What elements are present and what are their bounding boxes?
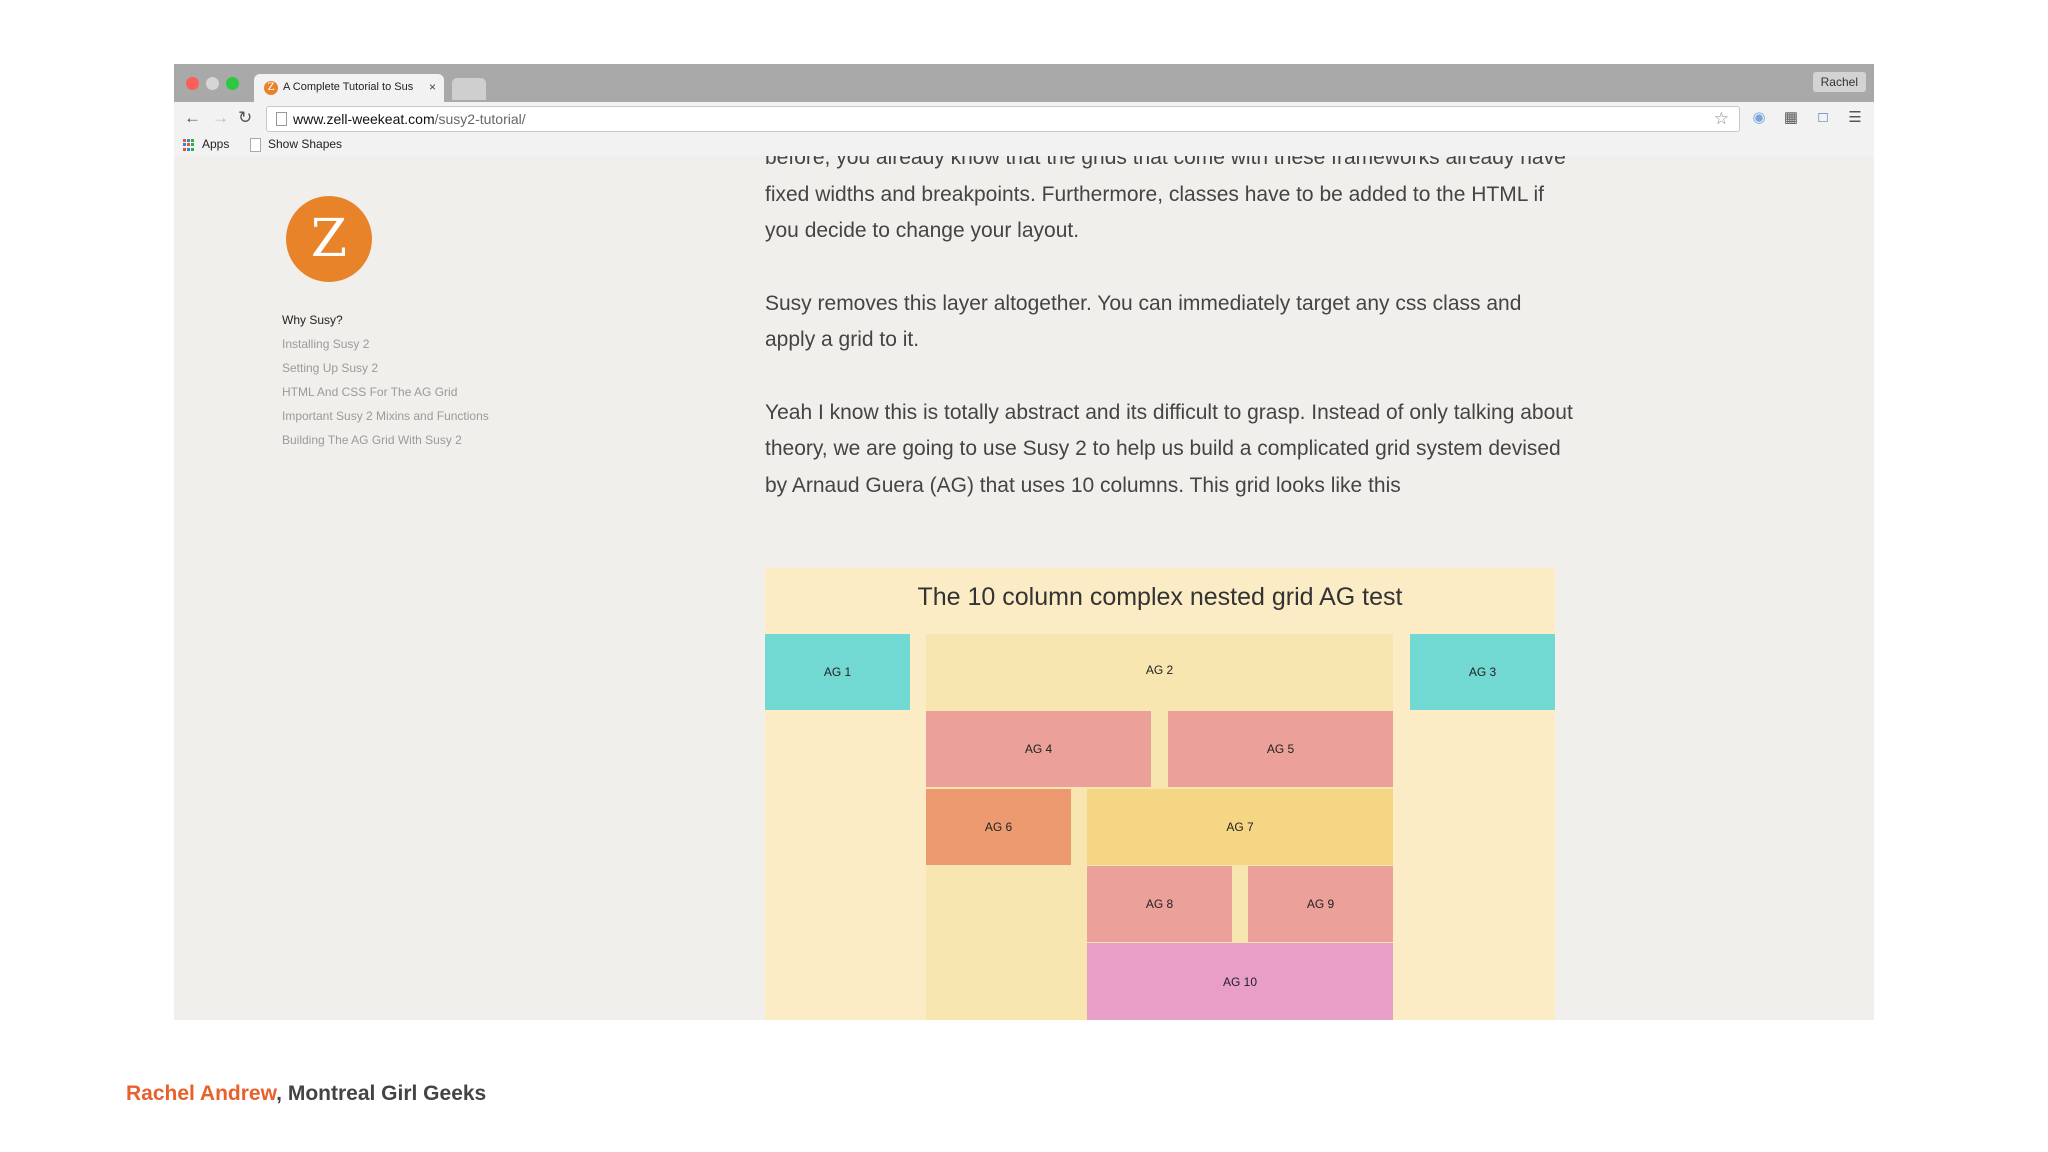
ag-grid-figure: The 10 column complex nested grid AG tes…	[765, 568, 1555, 1020]
ag-box: AG 1	[765, 634, 910, 710]
menu-icon[interactable]: ☰	[1848, 109, 1862, 126]
ag-box: AG 3	[1410, 634, 1555, 710]
browser-toolbar: ← → ↻ www.zell-weekeat.com/susy2-tutoria…	[174, 102, 1874, 134]
footer-author: Rachel Andrew	[126, 1082, 277, 1105]
ag-box: AG 8	[1087, 866, 1232, 942]
toc-item-why-susy[interactable]: Why Susy?	[282, 313, 343, 327]
reload-icon[interactable]: ↻	[238, 108, 253, 127]
avatar[interactable]: Z	[286, 196, 372, 282]
table-of-contents: Why Susy? Installing Susy 2 Setting Up S…	[282, 308, 489, 452]
new-tab-button[interactable]	[452, 78, 486, 100]
toc-item-installing[interactable]: Installing Susy 2	[282, 337, 370, 351]
article-paragraph: Yeah I know this is totally abstract and…	[765, 400, 1573, 497]
bookmark-show-shapes[interactable]: Show Shapes	[268, 137, 343, 151]
ag-box: AG 9	[1248, 866, 1393, 942]
figure-title: The 10 column complex nested grid AG tes…	[917, 583, 1403, 611]
article-paragraph: Susy removes this layer altogether. You …	[765, 291, 1522, 352]
page-icon	[276, 112, 287, 126]
forward-icon[interactable]: →	[212, 108, 229, 127]
ag-box: AG 4	[926, 711, 1151, 787]
toc-item-mixins[interactable]: Important Susy 2 Mixins and Functions	[282, 409, 489, 423]
browser-tab[interactable]: Z A Complete Tutorial to Susy 2 ×	[254, 74, 444, 102]
bookmark-apps[interactable]: Apps	[202, 137, 230, 151]
toc-item-building[interactable]: Building The AG Grid With Susy 2	[282, 433, 462, 447]
screenshot-extension-icon[interactable]: □	[1818, 109, 1828, 126]
address-bar[interactable]: www.zell-weekeat.com/susy2-tutorial/ ☆	[266, 106, 1740, 132]
url-text: www.zell-weekeat.com/susy2-tutorial/	[293, 111, 526, 127]
url-domain: www.zell-weekeat.com	[293, 111, 435, 127]
browser-window: Z A Complete Tutorial to Susy 2 × Rachel…	[174, 64, 1874, 1020]
toc-item-setting-up[interactable]: Setting Up Susy 2	[282, 361, 379, 375]
back-icon[interactable]: ←	[184, 108, 201, 127]
puzzle-extension-icon[interactable]: ▦	[1783, 109, 1799, 126]
favicon-icon: Z	[264, 81, 278, 95]
article-paragraph: before, you already know that the grids …	[765, 156, 1566, 242]
toc-item-html-css[interactable]: HTML And CSS For The AG Grid	[282, 385, 458, 399]
tab-strip: Z A Complete Tutorial to Susy 2 × Rachel	[174, 64, 1874, 102]
footer-separator: ,	[276, 1082, 288, 1105]
minimize-window-button[interactable]	[206, 77, 219, 90]
profile-button[interactable]: Rachel	[1812, 72, 1866, 92]
ag-box: AG 5	[1168, 711, 1393, 787]
page-content: Z Why Susy? Installing Susy 2 Setting Up…	[174, 156, 1874, 1020]
bookmark-star-icon[interactable]: ☆	[1713, 109, 1729, 128]
bookmarks-bar: Apps Show Shapes	[174, 134, 1874, 157]
tab-title: A Complete Tutorial to Susy 2	[283, 81, 413, 93]
camera-extension-icon[interactable]: ◉	[1752, 109, 1766, 126]
footer-event: Montreal Girl Geeks	[287, 1082, 487, 1105]
url-path: /susy2-tutorial/	[434, 111, 526, 127]
apps-icon	[183, 139, 195, 151]
bookmark-page-icon	[250, 138, 261, 152]
close-window-button[interactable]	[186, 77, 199, 90]
slide-footer: Rachel Andrew, Montreal Girl Geeks	[126, 1082, 486, 1106]
close-tab-icon[interactable]: ×	[428, 80, 436, 94]
article-body: before, you already know that the grids …	[765, 156, 1575, 540]
maximize-window-button[interactable]	[226, 77, 239, 90]
ag-box: AG 7	[1087, 789, 1393, 865]
ag-box: AG 6	[926, 789, 1071, 865]
ag-box: AG 10	[1087, 943, 1393, 1020]
